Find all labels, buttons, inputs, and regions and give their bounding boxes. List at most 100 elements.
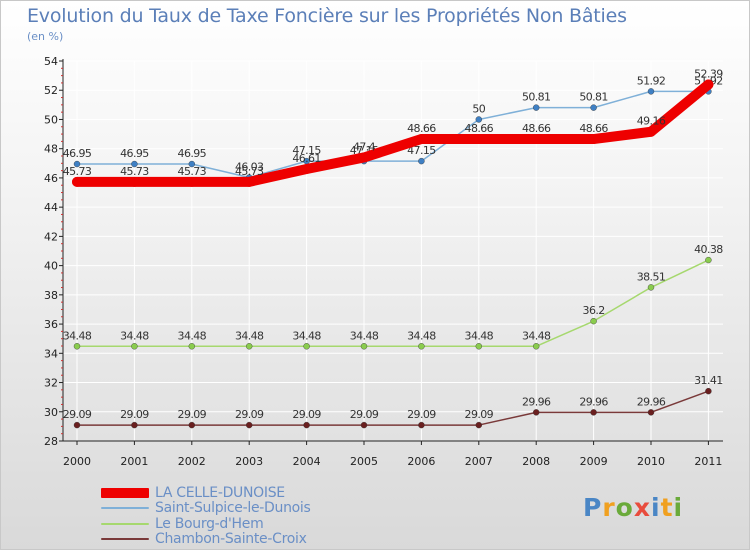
data-label: 48.66 [579,122,608,135]
data-label: 46.95 [63,147,92,160]
data-label: 29.09 [350,408,379,421]
data-point [473,134,484,145]
data-point [533,104,540,111]
data-label: 29.96 [579,395,608,408]
data-point [188,160,196,168]
legend-label: Le Bourg-d'Hem [155,515,264,532]
data-point [647,88,655,95]
y-tick-label: 54 [44,55,58,68]
series-chambon-sainte-croix: 29.09 29.09 29.09 29.09 29.09 29.09 29.09 29.09… [63,374,723,429]
data-label: 45.73 [63,165,92,178]
legend-item: Chambon-Sainte-Croix [101,531,311,547]
data-label: 48.66 [407,122,436,135]
data-label: 34.48 [120,329,149,342]
data-point [303,421,310,429]
data-label: 46.61 [292,152,321,165]
y-tick-label: 32 [44,377,58,390]
data-label: 47.15 [407,144,436,157]
x-tick-label: 2011 [694,455,722,468]
y-tick-label: 36 [44,318,58,331]
data-label: 48.66 [522,122,551,135]
logo-letter: P [583,493,603,522]
data-label: 34.48 [292,329,321,342]
data-label: 52.39 [694,68,723,81]
x-tick-label: 2008 [522,455,550,468]
data-label: 50 [472,102,485,115]
y-tick-label: 28 [44,435,58,448]
logo-letter: r [602,493,616,522]
y-tick-label: 48 [44,143,58,156]
data-point [590,317,597,325]
data-label: 34.48 [235,329,264,342]
data-label: 29.96 [637,395,666,408]
data-label: 29.09 [292,408,321,421]
data-label: 50.81 [579,91,608,104]
data-label: 38.51 [637,270,666,283]
data-label: 48.66 [465,122,494,135]
data-point [533,343,540,350]
legend-item: Le Bourg-d'Hem [101,516,311,532]
data-point [245,343,253,350]
data-point [360,421,368,429]
legend-swatch [101,507,149,510]
data-point [418,421,425,429]
series-line [72,79,714,187]
x-tick-label: 2007 [465,455,493,468]
logo-letter: i [651,493,661,522]
data-point [303,343,310,350]
logo-letter: t [660,493,674,522]
data-label: 34.48 [522,329,551,342]
data-point [475,116,482,123]
axes: 28 30 32 34 36 38 40 42 44 46 48 50 52 54 2000 2001 2002… [44,55,723,468]
data-point [131,160,138,168]
data-point [533,409,540,416]
data-point [73,160,81,168]
logo-letter: o [615,493,634,522]
data-label: 34.48 [350,329,379,342]
data-point [73,343,81,350]
y-tick-label: 46 [44,172,58,185]
legend: LA CELLE-DUNOISE Saint-Sulpice-le-Dunois L… [101,485,311,547]
data-point [131,343,138,350]
data-point [244,176,255,187]
data-point [705,387,712,395]
data-point [416,134,427,145]
data-label: 46.95 [178,147,207,160]
data-point [418,157,425,165]
data-point [647,284,655,291]
data-label: 34.48 [465,329,494,342]
y-tick-label: 42 [44,230,58,243]
data-point [475,421,482,429]
x-tick-label: 2009 [580,455,608,468]
data-point [531,134,542,145]
data-point [73,421,81,429]
data-label: 50.81 [522,91,551,104]
x-tick-label: 2004 [293,455,321,468]
data-label: 31.41 [694,374,723,387]
data-label: 45.73 [120,165,149,178]
data-point [647,409,655,416]
x-tick-label: 2002 [178,455,206,468]
data-label: 29.09 [465,408,494,421]
legend-swatch [101,538,149,541]
data-label: 51.92 [637,74,666,87]
legend-swatch [101,487,149,498]
chart-title: Evolution du Taux de Taxe Foncière sur l… [27,5,627,27]
grid [63,60,723,442]
data-label: 29.96 [522,395,551,408]
data-label: 45.73 [178,165,207,178]
data-point [418,343,425,350]
logo-letter: x [633,493,651,522]
data-point [245,421,253,429]
series-le-bourg-d-hem: 34.48 34.48 34.48 34.48 34.48 34.48 34.48 34.48… [63,243,724,350]
legend-label: LA CELLE-DUNOISE [155,484,285,501]
x-tick-label: 2010 [637,455,665,468]
legend-item: LA CELLE-DUNOISE [101,485,311,501]
x-tick-label: 2000 [63,455,91,468]
data-label: 49.16 [637,115,666,128]
data-label: 29.09 [120,408,149,421]
